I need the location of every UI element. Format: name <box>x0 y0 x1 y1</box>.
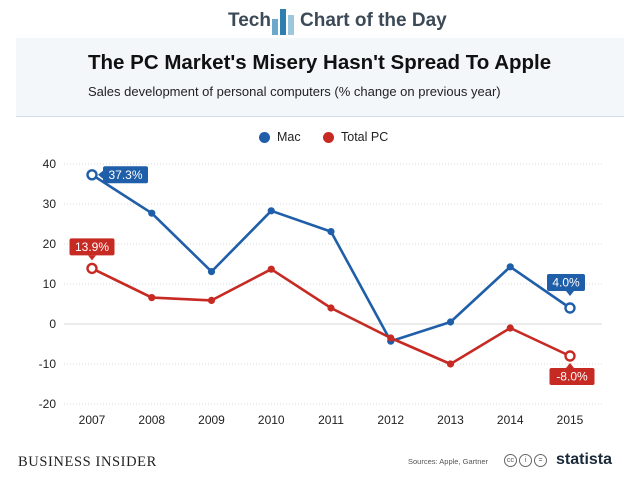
data-point-mac <box>207 268 216 276</box>
y-tick-label: 0 <box>49 317 56 331</box>
series-line-total-pc <box>91 267 571 366</box>
bar-chart-icon <box>272 9 294 35</box>
x-tick-label: 2015 <box>557 413 584 427</box>
title-box: The PC Market's Misery Hasn't Spread To … <box>16 38 624 117</box>
data-point-total-pc <box>506 324 514 332</box>
chart-title: The PC Market's Misery Hasn't Spread To … <box>88 51 552 74</box>
annotation-label: 4.0% <box>552 276 580 290</box>
data-point-total-pc <box>564 350 576 362</box>
annotation-box <box>69 238 115 256</box>
annotation-label: 37.3% <box>108 168 142 182</box>
data-point-total-pc <box>207 296 216 304</box>
data-point-mac <box>148 209 156 217</box>
annotation-mac-2015: 4.0% <box>547 274 585 296</box>
cc-icon: cc <box>504 454 517 467</box>
annotation-label: -8.0% <box>556 370 588 384</box>
data-point-mac <box>86 169 98 181</box>
x-tick-label: 2010 <box>258 413 285 427</box>
source-note: Sources: Apple, Gartner <box>408 457 489 466</box>
legend-label-mac: Mac <box>277 130 301 144</box>
equal-icon: = <box>534 454 547 467</box>
series-line-mac <box>91 173 571 343</box>
data-point-total-pc <box>86 262 98 275</box>
statista-logo: statista <box>556 451 613 468</box>
annotation-total-pc-2015: -8.0% <box>549 363 595 385</box>
data-point-mac <box>267 207 275 215</box>
info-icon: i <box>519 454 532 467</box>
data-point-total-pc <box>267 265 275 273</box>
annotation-total-pc-2007: 13.9% <box>69 238 115 261</box>
annotation-box <box>103 166 148 184</box>
data-point-mac <box>564 302 576 314</box>
y-tick-label: 30 <box>43 197 57 211</box>
header: Tech Chart of the Day <box>0 0 640 42</box>
annotation-mac-2007: 37.3% <box>98 166 148 184</box>
y-tick-label: -20 <box>39 397 57 411</box>
brand-tech: Tech <box>228 10 271 31</box>
x-tick-label: 2011 <box>318 413 344 427</box>
x-tick-label: 2008 <box>138 413 165 427</box>
footer: Business Insider Sources: Apple, Gartner… <box>0 446 640 480</box>
legend-swatch-mac <box>259 131 270 143</box>
legend-item-mac: Mac <box>259 130 301 144</box>
chart-subtitle: Sales development of personal computers … <box>88 84 501 99</box>
data-point-total-pc <box>148 294 156 302</box>
y-tick-label: -10 <box>39 357 57 371</box>
legend-label-total-pc: Total PC <box>341 130 389 144</box>
license-icons: cc i = <box>504 454 547 467</box>
y-tick-label: 40 <box>43 157 57 171</box>
annotation-box <box>547 274 585 291</box>
annotation-pointer <box>566 363 574 368</box>
data-point-total-pc <box>327 304 335 312</box>
annotation-label: 13.9% <box>75 240 109 254</box>
y-tick-label: 10 <box>43 277 57 291</box>
annotation-pointer <box>88 255 96 261</box>
data-point-mac <box>327 228 335 236</box>
data-point-total-pc <box>446 360 455 368</box>
annotation-box <box>549 368 595 385</box>
x-tick-label: 2014 <box>497 413 524 427</box>
x-tick-label: 2013 <box>437 413 464 427</box>
x-tick-label: 2009 <box>198 413 225 427</box>
y-tick-label: 20 <box>43 237 57 251</box>
x-tick-label: 2007 <box>79 413 106 427</box>
legend: Mac Total PC <box>0 130 640 148</box>
legend-swatch-total-pc <box>323 131 334 143</box>
x-tick-label: 2012 <box>377 413 404 427</box>
annotation-pointer <box>566 291 574 296</box>
data-point-mac <box>446 318 455 326</box>
line-chart: -20 -10 0 10 20 30 40 2007 2008 2009 2010 2011 2012 2… <box>39 157 602 427</box>
legend-item-total-pc: Total PC <box>323 130 388 144</box>
data-point-total-pc <box>387 334 395 342</box>
data-point-mac <box>506 263 514 271</box>
publisher-logo: Business Insider <box>18 454 157 470</box>
annotation-pointer <box>98 170 103 179</box>
brand-chart-of-the-day: Chart of the Day <box>300 10 447 31</box>
